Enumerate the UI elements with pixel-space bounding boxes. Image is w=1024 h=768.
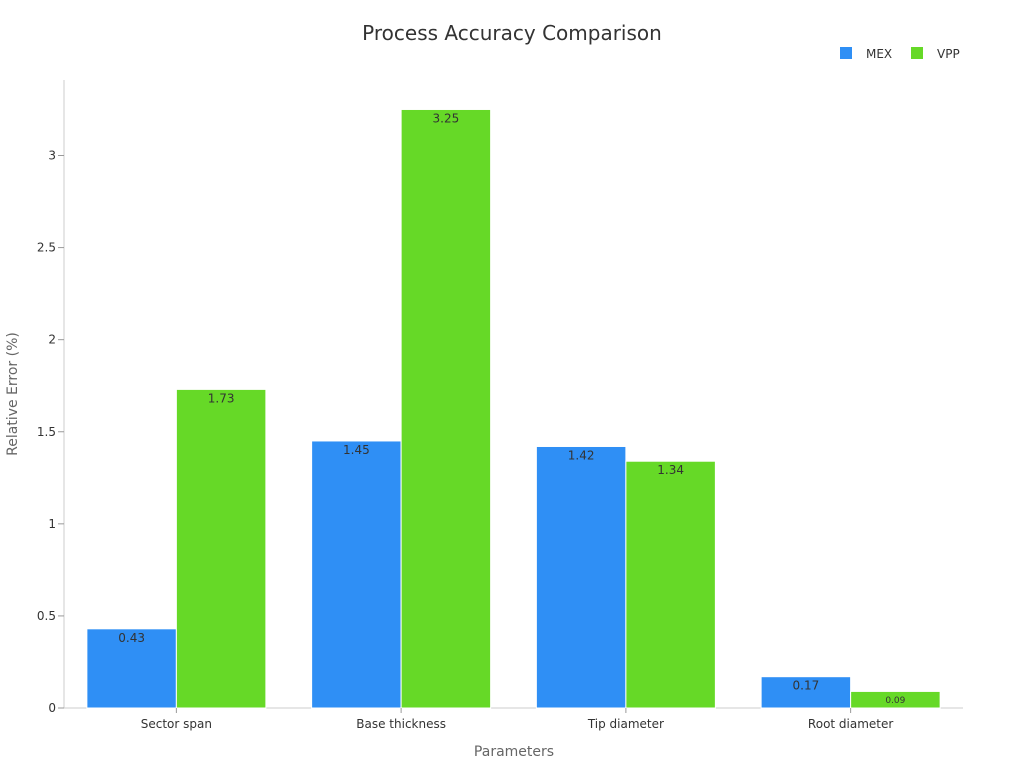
y-tick-label: 1.5	[37, 425, 56, 439]
legend-swatch-vpp	[911, 47, 923, 59]
y-axis-ticks: 0 0.5 1 1.5 2 2.5 3	[37, 149, 64, 715]
bar-vpp-tip-diameter	[625, 460, 716, 709]
bars: 0.43 1.73 1.45 3.25 1.42 1.34 0.17 0.09	[86, 108, 941, 709]
bar-mex-root-diameter	[760, 676, 852, 709]
data-label-vpp-root-diameter: 0.09	[885, 696, 905, 706]
bar-vpp-sector-span	[175, 388, 267, 709]
data-label-mex-sector-span: 0.43	[118, 631, 145, 645]
x-tick-label: Tip diameter	[587, 717, 664, 731]
data-label-mex-tip-diameter: 1.42	[568, 448, 595, 462]
bar-vpp-base-thickness	[400, 108, 492, 709]
data-label-vpp-base-thickness: 3.25	[433, 111, 460, 125]
x-tick-label: Sector span	[141, 717, 212, 731]
bar-mex-base-thickness	[311, 440, 402, 709]
y-tick-label: 0	[48, 701, 56, 715]
legend-swatch-mex	[840, 47, 852, 59]
chart-title: Process Accuracy Comparison	[362, 21, 662, 45]
legend-label-vpp: VPP	[937, 47, 960, 61]
bar-vpp-root-diameter	[850, 690, 941, 709]
y-tick-label: 2.5	[37, 241, 56, 255]
legend: MEX VPP	[840, 47, 960, 61]
legend-label-mex: MEX	[866, 47, 892, 61]
data-label-vpp-sector-span: 1.73	[208, 391, 235, 405]
x-tick-label: Root diameter	[808, 717, 893, 731]
y-axis-title: Relative Error (%)	[5, 332, 21, 456]
data-label-vpp-tip-diameter: 1.34	[657, 463, 684, 477]
data-label-mex-base-thickness: 1.45	[343, 443, 370, 457]
x-axis-title: Parameters	[474, 744, 554, 760]
bar-mex-tip-diameter	[535, 445, 627, 709]
y-tick-label: 0.5	[37, 609, 56, 623]
y-tick-label: 1	[48, 517, 56, 531]
y-tick-label: 3	[48, 149, 56, 163]
y-tick-label: 2	[48, 333, 56, 347]
x-tick-label: Base thickness	[356, 717, 446, 731]
data-label-mex-root-diameter: 0.17	[793, 679, 820, 693]
x-axis-ticks: Sector span Base thickness Tip diameter Roo…	[141, 708, 893, 731]
